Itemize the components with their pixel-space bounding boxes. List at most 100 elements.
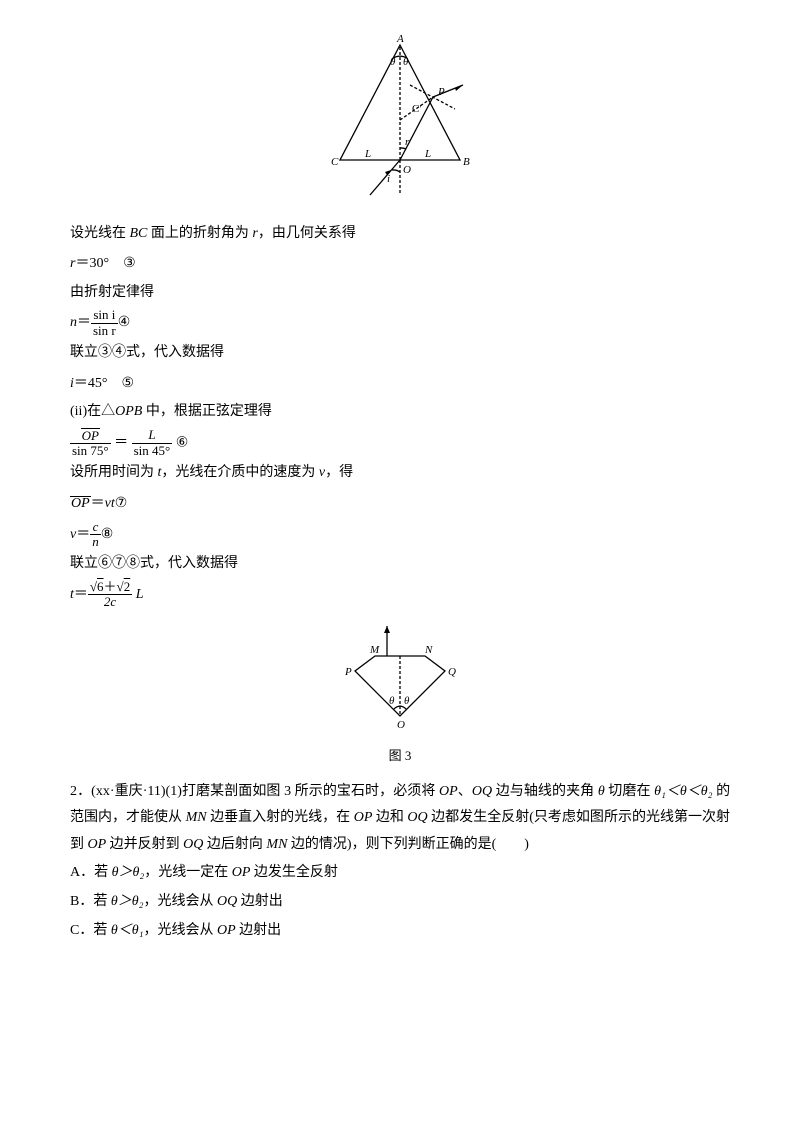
label-theta2: θ [404, 695, 410, 707]
var-n: n [70, 315, 77, 330]
question-2-stem: 2．(xx·重庆·11)(1)打磨某剖面如图 3 所示的宝石时，必须将 OP、O… [70, 779, 730, 859]
label-A: A [396, 33, 404, 45]
numerator: L [132, 428, 173, 443]
plus: ＋ [104, 579, 117, 594]
label-C: C [331, 156, 339, 168]
var-OQ: OQ [217, 894, 237, 909]
text: 边与轴线的夹角 [492, 784, 598, 799]
solution-line-3: 由折射定律得 [70, 280, 730, 307]
fraction-left: OP sin 75° [70, 428, 111, 459]
question-number: 2． [70, 784, 91, 799]
solution-line-5: 联立③④式，代入数据得 [70, 340, 730, 367]
var-OP: OP [232, 865, 251, 880]
fraction: √6＋√2 2c [88, 580, 132, 610]
text: 边后射向 [203, 837, 266, 852]
label-theta1: θ [389, 695, 395, 707]
figure-3: M N P Q O θ θ 图 3 [70, 621, 730, 768]
eqnum-4: ④ [118, 313, 131, 329]
var-OP: OP [354, 810, 373, 825]
var-vt: vt [105, 496, 115, 511]
text: 打磨某剖面如图 3 所示的宝石时，必须将 [182, 784, 439, 799]
figure-3-caption: 图 3 [70, 744, 730, 769]
numerator: c [90, 520, 101, 535]
label-Q: Q [448, 666, 456, 678]
denominator: 2c [88, 595, 132, 609]
text: 设所用时间为 [70, 465, 158, 480]
eq: ＝ [114, 435, 128, 450]
text: (ii)在△ [70, 404, 115, 419]
denominator: sin 75° [70, 444, 111, 458]
label-L1: L [364, 148, 371, 160]
numerator: OP [81, 428, 100, 442]
text: ，得 [325, 465, 353, 480]
label-N: N [424, 644, 433, 656]
question-source: (xx·重庆·11)(1) [91, 784, 182, 799]
option-a: A．若 θ＞θ₂，光线一定在 OP 边发生全反射 [70, 860, 730, 887]
solution-line-12: 联立⑥⑦⑧式，代入数据得 [70, 551, 730, 578]
var-MN: MN [266, 837, 287, 852]
sqrt-sign: √ [90, 579, 97, 594]
text: ，由几何关系得 [258, 226, 356, 241]
figure-1: A B C P O θ θ r i L L C′ [70, 30, 730, 211]
page: A B C P O θ θ r i L L C′ 设光线在 BC 面上的折射角为… [0, 0, 800, 1132]
label-theta2: θ [403, 56, 409, 68]
text: 面上的折射角为 [147, 226, 252, 241]
numerator: sin i [91, 308, 118, 323]
text: 边并反射到 [106, 837, 183, 852]
text: ，光线会从 [143, 923, 217, 938]
var-OP: OP [88, 837, 107, 852]
solution-line-1: 设光线在 BC 面上的折射角为 r，由几何关系得 [70, 221, 730, 248]
solution-line-2: r＝30° ③ [70, 249, 730, 278]
eq: ＝ [91, 496, 105, 511]
text: 设光线在 [70, 226, 130, 241]
solution-line-7: (ii)在△OPB 中，根据正弦定理得 [70, 399, 730, 426]
fraction: sin isin r [91, 308, 118, 338]
text: 边发生全反射 [250, 865, 338, 880]
text: ，光线会从 [143, 894, 217, 909]
condition: θ＜θ₁ [111, 923, 144, 938]
solution-line-4: n＝sin isin r④ [70, 308, 730, 338]
eqnum-6: ⑥ [176, 433, 189, 449]
solution-line-8: OP sin 75° ＝ L sin 45° ⑥ [70, 428, 730, 459]
label-L2: L [424, 148, 431, 160]
label-O: O [403, 164, 411, 176]
eq: ＝ [77, 315, 91, 330]
var-OQ: OQ [472, 784, 492, 799]
label-theta1: θ [390, 56, 396, 68]
option-b: B．若 θ＞θ₂，光线会从 OQ 边射出 [70, 889, 730, 916]
solution-line-6: i＝45° ⑤ [70, 369, 730, 398]
solution-line-9: 设所用时间为 t，光线在介质中的速度为 v，得 [70, 460, 730, 487]
var-OQ: OQ [407, 810, 427, 825]
radicand: 2 [124, 579, 131, 594]
var-OP: OP [217, 923, 236, 938]
label-B: B [463, 156, 470, 168]
var-OP: OP [70, 496, 91, 511]
option-label: B．若 [70, 894, 111, 909]
condition: θ＞θ₂ [111, 894, 144, 909]
text: ，光线在介质中的速度为 [161, 465, 319, 480]
text: 边垂直入射的光线，在 [207, 810, 354, 825]
var-theta: θ [598, 784, 605, 799]
eq: ＝ [76, 527, 90, 542]
solution-line-11: v＝cn⑧ [70, 520, 730, 550]
denominator: n [90, 535, 101, 549]
fraction-right: L sin 45° [132, 428, 173, 458]
eq: ＝ [74, 587, 88, 602]
text: 、 [458, 784, 472, 799]
text: 边射出 [236, 923, 282, 938]
label-i: i [387, 173, 390, 185]
label-O: O [397, 719, 405, 731]
svg-text:C′: C′ [412, 103, 422, 115]
var-MN: MN [186, 810, 207, 825]
eqnum-5: ⑤ [122, 374, 135, 390]
label-M: M [369, 644, 380, 656]
var-OPB: OPB [115, 404, 142, 419]
text: 边和 [372, 810, 407, 825]
eqnum-8: ⑧ [101, 525, 114, 541]
label-P: P [437, 86, 445, 98]
denominator: sin 45° [132, 444, 173, 458]
text: 切磨在 [605, 784, 654, 799]
text: 中，根据正弦定理得 [142, 404, 272, 419]
numerator: √6＋√2 [88, 580, 132, 595]
condition: θ＞θ₂ [112, 865, 145, 880]
